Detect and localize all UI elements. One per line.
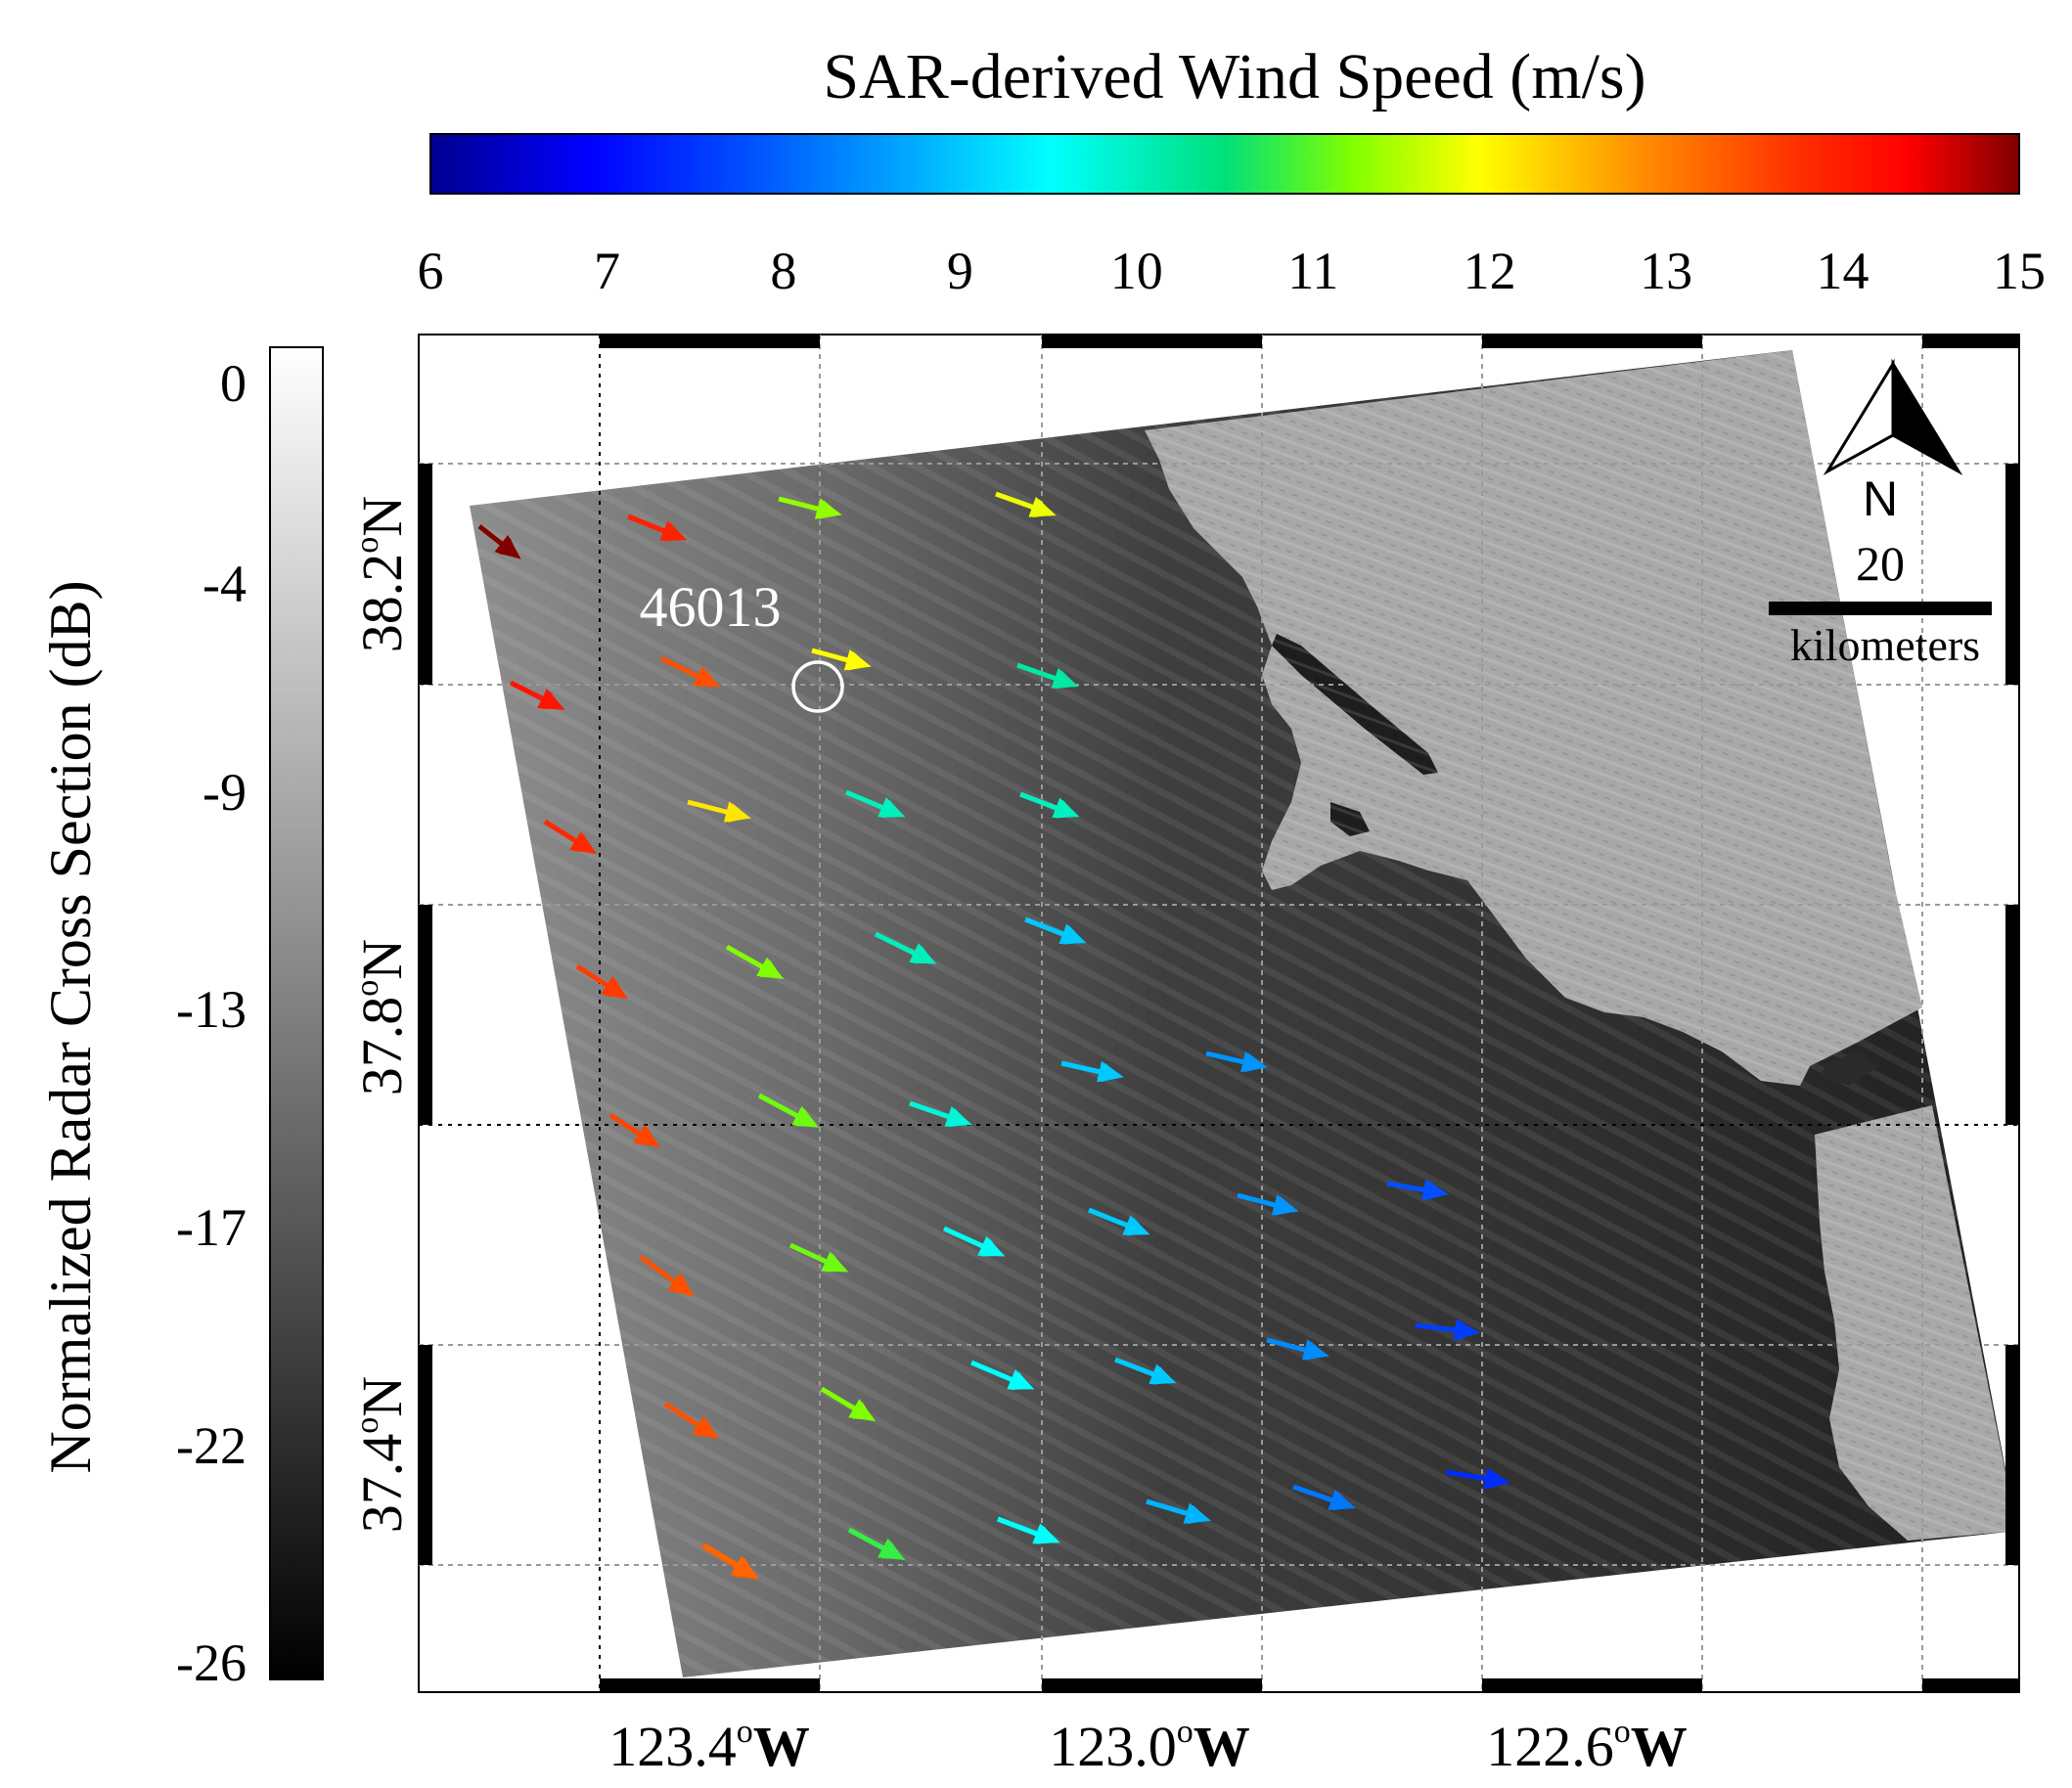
wind-arrow-head <box>1328 1490 1356 1510</box>
wind-tick-label: 13 <box>1640 242 1692 300</box>
wind-arrow-head <box>814 498 842 519</box>
sar-image <box>470 350 2017 1677</box>
wind-arrow-head <box>1453 1319 1480 1341</box>
grid-lines-emphasis <box>419 335 2019 1692</box>
wind-arrow-head <box>1183 1502 1211 1524</box>
longitude-label: 122.6oW <box>1486 1714 1688 1778</box>
nrcs-colorbar-ticks: 0 -4 -9 -13 -17 -22 -26 <box>176 354 247 1692</box>
wind-colorbar <box>429 133 2020 195</box>
wind-arrow-head <box>1240 1050 1268 1073</box>
wind-arrow-head <box>693 666 721 688</box>
nrcs-tick-label: -26 <box>176 1633 247 1692</box>
nrcs-tick-label: -9 <box>203 763 247 822</box>
golden-gate-bay <box>1820 1051 1878 1086</box>
wind-arrow-head <box>878 1538 906 1560</box>
latitude-labels: 38.2oN 37.8oN 37.4oN <box>349 496 414 1533</box>
wind-colorbar-ticks: 6 7 8 9 10 11 12 13 14 15 <box>418 242 2047 300</box>
latitude-label: 37.4oN <box>349 1376 414 1533</box>
wind-arrow-head <box>1059 923 1087 945</box>
nrcs-tick-label: -17 <box>176 1198 247 1257</box>
wind-arrow-head <box>659 520 688 541</box>
land-texture-north <box>1145 350 1922 1086</box>
wind-tick-label: 15 <box>1993 242 2046 300</box>
wind-arrow-head <box>569 831 598 855</box>
wind-tick-label: 6 <box>418 242 444 300</box>
scale-bar-unit: kilometers <box>1790 620 1980 670</box>
wind-arrow-head <box>1421 1179 1449 1201</box>
wind-tick-label: 14 <box>1817 242 1869 300</box>
wind-arrow-head <box>909 943 937 964</box>
wind-arrow-head <box>1271 1194 1299 1216</box>
wind-arrow-head <box>1051 667 1079 689</box>
nrcs-tick-label: -22 <box>176 1416 247 1475</box>
wind-arrow-head <box>723 801 751 823</box>
wind-tick-label: 11 <box>1287 242 1338 300</box>
wind-arrow-head <box>821 1251 849 1273</box>
nrcs-tick-label: -4 <box>203 555 247 613</box>
buoy-46013-marker <box>791 660 844 713</box>
wind-arrow-head <box>667 1273 695 1297</box>
nrcs-tick-label: 0 <box>220 354 247 413</box>
nrcs-colorbar <box>269 346 324 1680</box>
longitude-label: 123.4oW <box>608 1714 810 1778</box>
wind-arrow-head <box>1301 1339 1329 1361</box>
wind-arrow-head <box>848 1399 877 1422</box>
latitude-label: 37.8oN <box>349 939 414 1095</box>
wind-arrow-head <box>878 797 906 818</box>
wind-arrow-head <box>756 957 785 979</box>
longitude-label: 123.0oW <box>1049 1714 1250 1778</box>
wind-arrow-head <box>1097 1060 1124 1083</box>
wind-arrow-head <box>1483 1467 1510 1490</box>
scale-bar-value: 20 <box>1856 536 1905 591</box>
wind-tick-label: 7 <box>594 242 620 300</box>
scale-bar <box>1769 602 1992 615</box>
wind-arrow-head <box>1007 1369 1035 1390</box>
wind-arrow-head <box>1052 797 1080 819</box>
wind-arrow-head <box>977 1235 1006 1257</box>
latitude-label: 38.2oN <box>349 496 414 652</box>
wind-arrows <box>477 491 1510 1581</box>
wind-arrow-head <box>1122 1215 1150 1235</box>
land-texture-south <box>1815 1105 2017 1541</box>
wind-colorbar-title: SAR-derived Wind Speed (m/s) <box>823 41 1645 112</box>
wind-arrow-head <box>1032 1523 1060 1544</box>
nrcs-tick-label: -13 <box>176 980 247 1039</box>
wind-tick-label: 9 <box>947 242 973 300</box>
wind-arrow-head <box>692 1415 720 1440</box>
wind-arrow-head <box>1028 496 1057 517</box>
wind-arrow-head <box>494 534 521 559</box>
wind-arrow-head <box>537 689 565 710</box>
wind-tick-label: 8 <box>770 242 796 300</box>
north-label: N <box>1863 471 1898 526</box>
wind-arrow-head <box>731 1555 759 1579</box>
frame-tick-bars <box>419 335 2019 1692</box>
grid-lines <box>419 335 2019 1692</box>
buoy-46013-label: 46013 <box>640 575 782 639</box>
wind-arrow-head <box>944 1106 972 1127</box>
nrcs-colorbar-title: Normalized Radar Cross Section (dB) <box>38 580 103 1473</box>
wind-arrow-head <box>843 649 872 671</box>
wind-tick-label: 10 <box>1110 242 1163 300</box>
longitude-labels: 123.4oW 123.0oW 122.6oW <box>608 1714 1688 1778</box>
wind-arrow-head <box>601 975 629 1000</box>
wind-arrow-head <box>1149 1363 1177 1385</box>
wind-arrow-head <box>791 1105 820 1128</box>
wind-arrow-head <box>633 1124 661 1148</box>
wind-tick-label: 12 <box>1464 242 1516 300</box>
north-arrow-icon <box>1823 358 1963 476</box>
